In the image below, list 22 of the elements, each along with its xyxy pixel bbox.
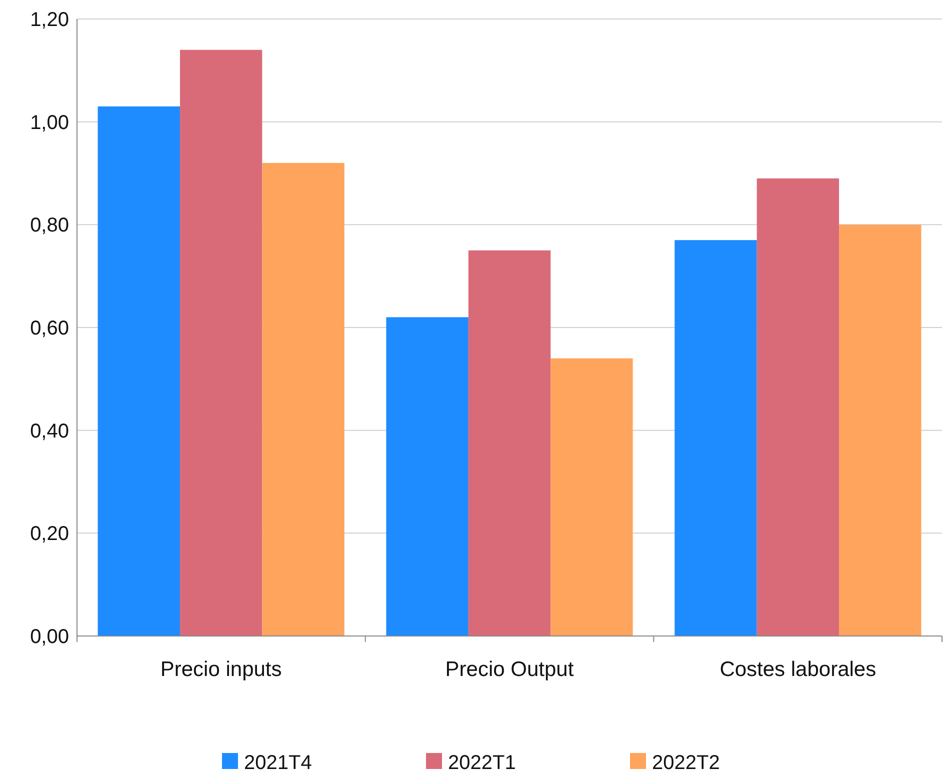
y-tick-label: 0,40 xyxy=(30,420,69,442)
legend-label: 2021T4 xyxy=(244,752,312,774)
x-tick-label: Costes laborales xyxy=(720,658,876,681)
bar xyxy=(756,178,840,636)
bar xyxy=(674,240,757,636)
y-tick-label: 1,00 xyxy=(30,112,69,134)
y-tick-label: 0,80 xyxy=(30,214,69,237)
bar xyxy=(180,50,262,636)
legend-label: 2022T2 xyxy=(652,752,720,774)
y-tick-label: 0,20 xyxy=(30,523,69,546)
bar xyxy=(98,106,180,636)
y-tick-label: 0,00 xyxy=(30,626,69,648)
bar xyxy=(550,358,633,636)
legend-label: 2022T1 xyxy=(448,752,516,774)
bar xyxy=(262,162,344,636)
x-tick-label: Precio Output xyxy=(445,658,574,681)
y-tick-label: 0,60 xyxy=(30,318,69,340)
y-tick-label: 1,20 xyxy=(30,9,69,31)
bar xyxy=(468,250,551,636)
bar xyxy=(839,224,922,636)
bar xyxy=(386,317,468,636)
x-tick-label: Precio inputs xyxy=(160,658,282,681)
